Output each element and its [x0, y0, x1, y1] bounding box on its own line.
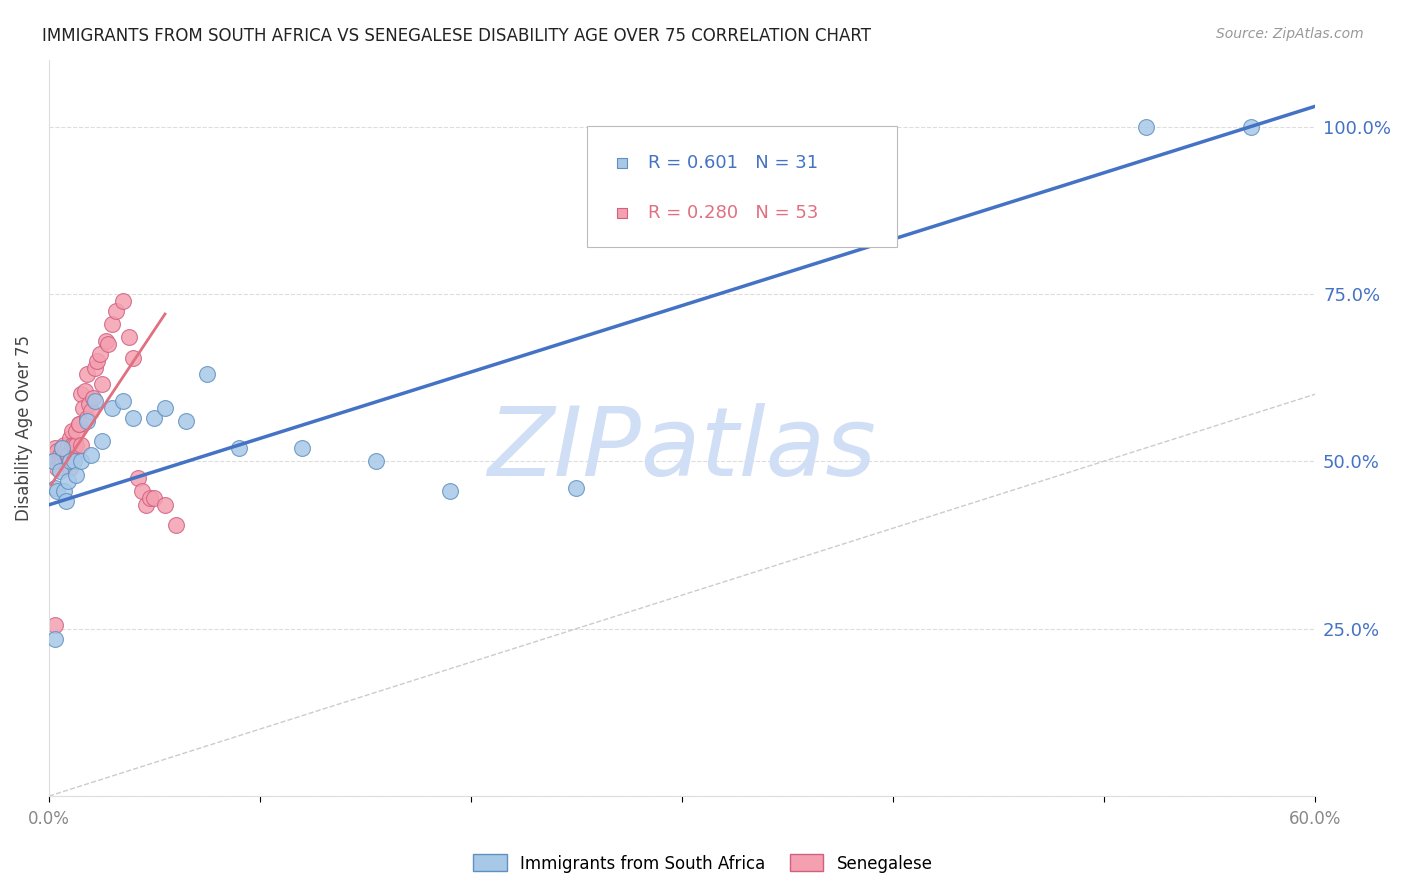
Point: [65, 424, 87, 438]
Legend: Immigrants from South Africa, Senegalese: Immigrants from South Africa, Senegalese: [467, 847, 939, 880]
Point: [80, 448, 103, 462]
Point: [439, 484, 461, 499]
Point: [111, 293, 134, 308]
Point: [174, 414, 197, 428]
Point: [52, 484, 75, 499]
Point: [59, 454, 82, 468]
Y-axis label: Disability Age Over 75: Disability Age Over 75: [15, 334, 32, 521]
Point: [105, 303, 128, 318]
Point: [46, 461, 69, 475]
Point: [55, 444, 77, 458]
Point: [153, 401, 176, 415]
Point: [42, 454, 65, 468]
FancyBboxPatch shape: [586, 126, 897, 247]
Point: [44, 618, 66, 632]
Point: [131, 484, 153, 499]
Point: [76, 414, 98, 428]
Point: [51, 441, 73, 455]
Point: [364, 454, 387, 468]
Point: [69, 387, 91, 401]
Point: [52, 437, 75, 451]
Point: [72, 401, 94, 415]
Point: [127, 471, 149, 485]
Point: [59, 461, 82, 475]
Point: [46, 444, 69, 458]
Point: [101, 317, 124, 331]
Point: [122, 351, 145, 365]
Point: [94, 334, 117, 348]
Text: ZIPatlas: ZIPatlas: [488, 403, 876, 497]
Point: [51, 441, 73, 455]
Point: [139, 491, 162, 505]
Point: [143, 410, 166, 425]
Point: [165, 517, 187, 532]
Text: R = 0.601   N = 31: R = 0.601 N = 31: [648, 154, 818, 172]
Point: [55, 494, 77, 508]
Point: [84, 360, 107, 375]
Point: [52, 448, 75, 462]
Point: [59, 431, 82, 445]
Point: [63, 448, 86, 462]
Point: [89, 347, 111, 361]
Text: IMMIGRANTS FROM SOUTH AFRICA VS SENEGALESE DISABILITY AGE OVER 75 CORRELATION CH: IMMIGRANTS FROM SOUTH AFRICA VS SENEGALE…: [42, 27, 872, 45]
Point: [993, 213, 1015, 227]
Text: Source: ZipAtlas.com: Source: ZipAtlas.com: [1216, 27, 1364, 41]
Point: [80, 404, 103, 418]
Point: [46, 484, 69, 499]
Point: [228, 441, 250, 455]
Point: [291, 441, 314, 455]
Point: [122, 410, 145, 425]
Point: [90, 377, 112, 392]
Point: [1135, 120, 1157, 134]
Point: [67, 417, 90, 432]
Point: [86, 354, 108, 368]
Point: [63, 437, 86, 451]
Point: [118, 330, 141, 344]
Point: [1240, 120, 1263, 134]
Point: [44, 481, 66, 495]
Point: [51, 454, 73, 468]
Point: [60, 424, 83, 438]
Point: [42, 454, 65, 468]
Point: [73, 384, 96, 398]
Point: [84, 394, 107, 409]
Point: [82, 391, 104, 405]
Point: [111, 394, 134, 409]
Point: [55, 454, 77, 468]
Point: [56, 448, 79, 462]
Point: [60, 437, 83, 451]
Point: [101, 401, 124, 415]
Point: [195, 368, 218, 382]
Point: [135, 498, 157, 512]
Point: [143, 491, 166, 505]
Point: [76, 410, 98, 425]
Point: [56, 475, 79, 489]
Point: [48, 448, 70, 462]
Point: [153, 498, 176, 512]
Point: [565, 481, 588, 495]
Text: R = 0.280   N = 53: R = 0.280 N = 53: [648, 204, 818, 222]
Point: [44, 632, 66, 646]
Point: [63, 454, 86, 468]
Point: [90, 434, 112, 449]
Point: [44, 441, 66, 455]
Point: [65, 467, 87, 482]
Point: [48, 454, 70, 468]
Point: [97, 337, 120, 351]
Point: [48, 464, 70, 478]
Point: [77, 397, 100, 411]
Point: [59, 454, 82, 468]
Point: [76, 368, 98, 382]
Point: [69, 437, 91, 451]
Point: [993, 260, 1015, 274]
Point: [65, 437, 87, 451]
Point: [56, 437, 79, 451]
Point: [67, 417, 90, 432]
Point: [69, 454, 91, 468]
